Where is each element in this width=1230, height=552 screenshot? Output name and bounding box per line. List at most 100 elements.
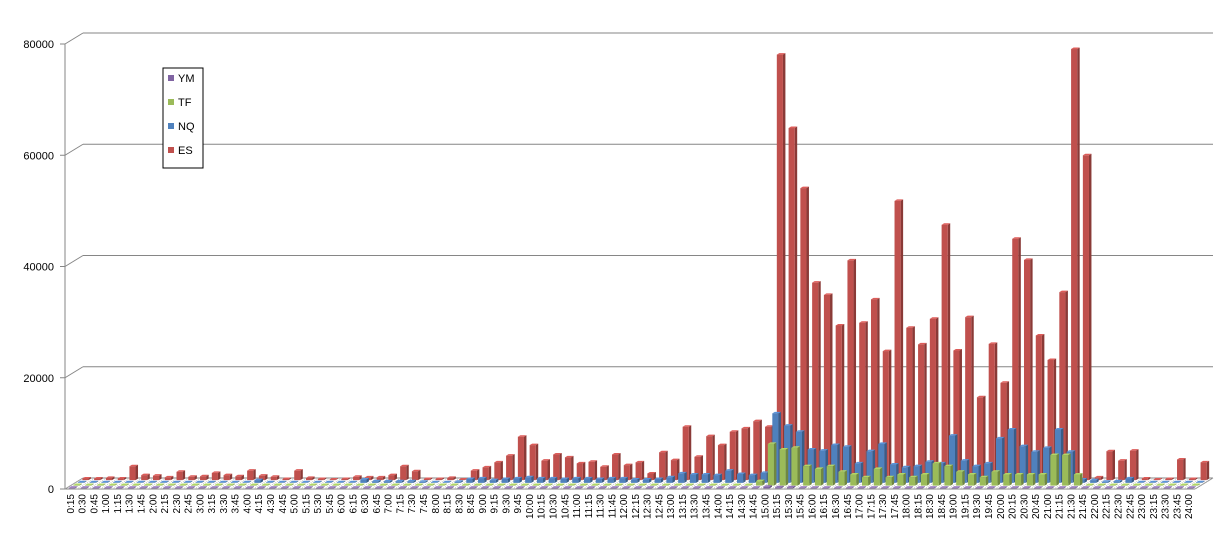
bar-top [751, 486, 761, 488]
bar-top [951, 486, 961, 488]
floor-grid-line [535, 477, 554, 490]
bar-side [456, 483, 459, 486]
bar-ym [586, 486, 596, 489]
bar-tf [332, 483, 341, 486]
bar-front [395, 481, 402, 483]
bar-nq [195, 480, 205, 483]
bar-side [912, 326, 915, 481]
bar-front [1148, 482, 1156, 483]
bar-side [381, 486, 384, 489]
bar-top [720, 483, 730, 486]
bar-es [706, 434, 715, 481]
bar-side [288, 477, 292, 481]
bar-side [731, 469, 734, 483]
bar-top [991, 470, 1001, 472]
bar-ym [421, 486, 431, 489]
bar-es [94, 476, 103, 481]
floor-grid-line [276, 477, 296, 490]
bar-front [379, 485, 386, 486]
bar-top [391, 483, 400, 486]
bar-tf [791, 446, 800, 486]
bar-front [355, 485, 362, 486]
bar-top [669, 486, 678, 488]
bar-side [745, 486, 749, 489]
bar-top [717, 443, 727, 446]
x-tick-label: 3:00 [195, 494, 206, 514]
bar-tf [956, 470, 965, 486]
bar-nq [489, 478, 499, 483]
bar-front [576, 463, 583, 481]
bar-top [822, 486, 831, 488]
bar-side [88, 476, 91, 481]
bar-side [762, 479, 765, 486]
bar-ym [680, 486, 690, 489]
bar-front [516, 487, 523, 489]
bar-front [148, 482, 155, 483]
x-tick-label: 11:45 [607, 494, 618, 519]
bar-top [1200, 460, 1210, 463]
bar-side [550, 483, 553, 486]
bar-top [925, 460, 934, 462]
bar-top [152, 474, 162, 476]
bar-ym [1151, 486, 1161, 489]
bar-side [110, 486, 113, 489]
bar-es [341, 477, 350, 481]
bar-front [1120, 485, 1128, 486]
x-tick-label: 22:45 [1125, 494, 1136, 519]
bar-nq [713, 473, 723, 483]
bar-front [826, 466, 833, 486]
bar-ym [1187, 486, 1196, 489]
bar-front [1188, 479, 1195, 481]
bar-es [835, 323, 845, 481]
y-tick-label: 40000 [23, 262, 54, 274]
bar-side [326, 483, 330, 486]
x-tick-label: 7:30 [407, 494, 418, 514]
bar-front [694, 456, 701, 481]
bar-nq [1172, 480, 1182, 483]
bar-es [918, 342, 927, 481]
bar-side [809, 464, 812, 486]
bar-top [894, 199, 904, 201]
bar-front [419, 481, 426, 483]
bar-front [221, 487, 228, 489]
bar-front [489, 480, 496, 483]
bar-top [986, 486, 996, 488]
bar-front [136, 482, 143, 483]
bar-ym [1139, 486, 1149, 489]
bar-side [604, 486, 608, 489]
bar-side [229, 473, 233, 481]
bar-top [909, 475, 918, 478]
bar-front [635, 462, 642, 481]
bar-side [1115, 483, 1118, 486]
bar-top [833, 486, 843, 488]
x-tick-label: 10:45 [560, 494, 571, 519]
bar-side [420, 483, 424, 486]
bar-front [626, 485, 633, 486]
bar-top [1024, 258, 1033, 260]
bar-top [1141, 476, 1151, 479]
x-tick-label: 8:45 [466, 494, 477, 514]
bar-top [729, 430, 739, 432]
bar-front [108, 485, 115, 486]
bar-side [150, 483, 153, 486]
floor-grid-line [641, 477, 660, 490]
bar-front [292, 487, 299, 489]
x-tick-label: 19:15 [960, 494, 971, 519]
bar-front [520, 485, 527, 486]
bar-front [953, 350, 960, 481]
bar-side [653, 471, 656, 481]
bar-top [666, 475, 675, 478]
bar-top [835, 323, 845, 326]
bar-front [1160, 482, 1167, 483]
bar-front [202, 485, 209, 486]
bar-top [1168, 483, 1177, 486]
bar-front [1139, 487, 1147, 489]
bar-top [1196, 480, 1205, 483]
x-tick-label: 12:45 [654, 494, 665, 519]
bar-front [160, 482, 167, 483]
x-tick-label: 16:45 [843, 494, 854, 519]
bar-nq [536, 476, 546, 483]
bar-front [301, 482, 308, 483]
bar-nq [301, 480, 311, 483]
bar-side [562, 483, 565, 486]
